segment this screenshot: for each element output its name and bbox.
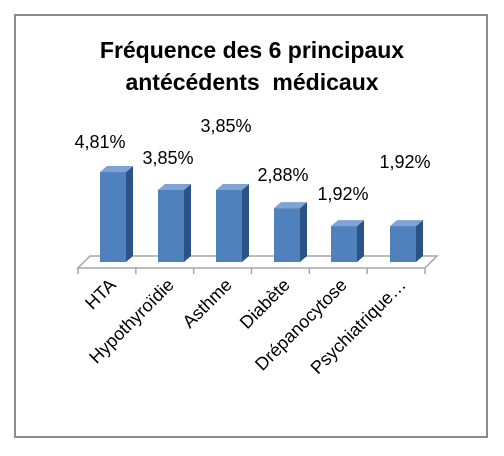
data-label: 1,92% <box>379 152 430 172</box>
bar <box>274 202 307 262</box>
bar-side <box>300 202 307 262</box>
bar-side <box>357 220 364 262</box>
bar-front <box>331 226 357 262</box>
bar-top <box>216 184 249 191</box>
bar-side <box>184 184 191 262</box>
bar <box>216 184 249 262</box>
bar-side <box>242 184 249 262</box>
bar-front <box>216 190 242 262</box>
x-tick-label: Asthme <box>179 275 236 332</box>
bar-front <box>274 208 300 262</box>
data-label: 2,88% <box>257 165 308 185</box>
bar-top <box>331 220 364 227</box>
x-tick-label: Diabète <box>236 275 294 333</box>
data-label: 3,85% <box>200 116 251 136</box>
x-tick-label: HTA <box>81 275 120 314</box>
bar-top <box>390 220 423 227</box>
bar-side <box>416 220 423 262</box>
bar-front <box>390 226 416 262</box>
chart-title: Fréquence des 6 principaux antécédents m… <box>99 37 411 95</box>
bar <box>390 220 423 262</box>
data-label: 3,85% <box>142 148 193 168</box>
bar-front <box>158 190 184 262</box>
bar <box>100 166 133 262</box>
data-label: 4,81% <box>74 132 125 152</box>
bar-side <box>126 166 133 262</box>
data-label: 1,92% <box>317 184 368 204</box>
bar-top <box>100 166 133 173</box>
floor <box>76 255 439 269</box>
bar-front <box>100 172 126 262</box>
bar-top <box>158 184 191 191</box>
bar <box>331 220 364 262</box>
bar-top <box>274 202 307 209</box>
bar <box>158 184 191 262</box>
